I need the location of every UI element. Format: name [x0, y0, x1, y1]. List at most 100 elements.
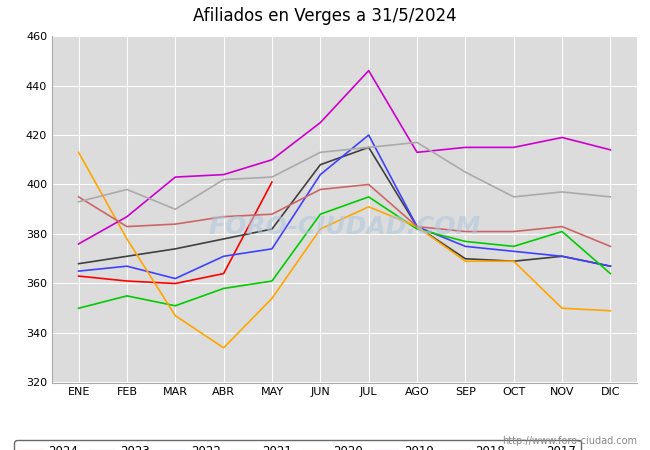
2023 [558, 253, 566, 259]
2018 [510, 229, 517, 234]
2020 [172, 313, 179, 318]
Text: Afiliados en Verges a 31/5/2024: Afiliados en Verges a 31/5/2024 [193, 7, 457, 25]
2017 [123, 187, 131, 192]
2024 [220, 271, 228, 276]
Text: http://www.foro-ciudad.com: http://www.foro-ciudad.com [502, 436, 637, 446]
2024 [172, 281, 179, 286]
2022 [365, 132, 372, 138]
2024 [75, 273, 83, 279]
2022 [268, 246, 276, 252]
2022 [462, 243, 469, 249]
2018 [558, 224, 566, 229]
2021 [317, 212, 324, 217]
2021 [268, 278, 276, 284]
2017 [413, 140, 421, 145]
2017 [220, 177, 228, 182]
2019 [220, 172, 228, 177]
2022 [172, 276, 179, 281]
2017 [606, 194, 614, 199]
2020 [510, 258, 517, 264]
2023 [172, 246, 179, 252]
2024 [268, 179, 276, 184]
2018 [606, 243, 614, 249]
2017 [365, 145, 372, 150]
2019 [413, 149, 421, 155]
2020 [606, 308, 614, 313]
2023 [75, 261, 83, 266]
2023 [317, 162, 324, 167]
2017 [510, 194, 517, 199]
2024 [123, 278, 131, 284]
2020 [365, 204, 372, 209]
2023 [220, 236, 228, 242]
2018 [462, 229, 469, 234]
2021 [172, 303, 179, 308]
Line: 2022: 2022 [79, 135, 610, 279]
2023 [123, 253, 131, 259]
2018 [75, 194, 83, 199]
Legend: 2024, 2023, 2022, 2021, 2020, 2019, 2018, 2017: 2024, 2023, 2022, 2021, 2020, 2019, 2018… [14, 441, 581, 450]
2018 [123, 224, 131, 229]
Line: 2020: 2020 [79, 152, 610, 348]
2017 [268, 174, 276, 180]
Line: 2023: 2023 [79, 148, 610, 266]
2021 [510, 243, 517, 249]
2019 [365, 68, 372, 73]
2021 [413, 226, 421, 232]
2022 [606, 263, 614, 269]
2020 [317, 226, 324, 232]
Line: 2019: 2019 [79, 71, 610, 244]
2020 [462, 258, 469, 264]
2019 [462, 145, 469, 150]
2019 [606, 147, 614, 153]
2023 [413, 224, 421, 229]
2017 [558, 189, 566, 194]
2021 [462, 238, 469, 244]
Line: 2018: 2018 [79, 184, 610, 246]
2021 [123, 293, 131, 298]
2019 [317, 120, 324, 125]
2018 [268, 212, 276, 217]
2020 [558, 306, 566, 311]
2019 [268, 157, 276, 162]
2019 [172, 174, 179, 180]
2021 [606, 271, 614, 276]
2021 [365, 194, 372, 199]
Text: FORO-CIUDAD.COM: FORO-CIUDAD.COM [208, 215, 481, 238]
2023 [606, 263, 614, 269]
2022 [413, 224, 421, 229]
2020 [75, 149, 83, 155]
2018 [317, 187, 324, 192]
2020 [413, 224, 421, 229]
2021 [558, 229, 566, 234]
2017 [317, 149, 324, 155]
2021 [220, 286, 228, 291]
2017 [75, 199, 83, 204]
2019 [558, 135, 566, 140]
2020 [220, 345, 228, 351]
Line: 2024: 2024 [79, 182, 272, 284]
2018 [413, 224, 421, 229]
2017 [172, 207, 179, 212]
Line: 2021: 2021 [79, 197, 610, 308]
2023 [462, 256, 469, 261]
2023 [365, 145, 372, 150]
2022 [510, 248, 517, 254]
2020 [268, 296, 276, 301]
2021 [75, 306, 83, 311]
2022 [123, 263, 131, 269]
2022 [220, 253, 228, 259]
2019 [123, 214, 131, 219]
2020 [123, 236, 131, 242]
2018 [220, 214, 228, 219]
2018 [172, 221, 179, 227]
2017 [462, 169, 469, 175]
2019 [510, 145, 517, 150]
2022 [75, 268, 83, 274]
2022 [317, 172, 324, 177]
2019 [75, 241, 83, 247]
2023 [510, 258, 517, 264]
2018 [365, 182, 372, 187]
2022 [558, 253, 566, 259]
2023 [268, 226, 276, 232]
